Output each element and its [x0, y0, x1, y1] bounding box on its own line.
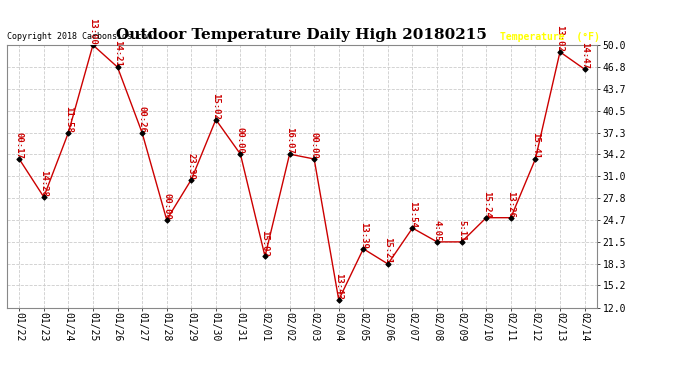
Text: 14:28: 14:28	[39, 170, 48, 197]
Text: 13:43: 13:43	[334, 273, 343, 300]
Text: 16:07: 16:07	[285, 127, 294, 154]
Text: 15:02: 15:02	[261, 230, 270, 256]
Text: 23:39: 23:39	[187, 153, 196, 180]
Point	[235, 151, 246, 157]
Point	[63, 130, 74, 136]
Point	[530, 156, 541, 162]
Point	[186, 177, 197, 183]
Point	[505, 215, 516, 221]
Text: 4:05: 4:05	[433, 220, 442, 242]
Text: 00:00: 00:00	[236, 127, 245, 154]
Point	[161, 217, 172, 223]
Text: 13:02: 13:02	[555, 25, 564, 52]
Point	[88, 42, 99, 48]
Text: 00:26: 00:26	[137, 106, 146, 133]
Point	[481, 215, 492, 221]
Text: 13:26: 13:26	[506, 191, 515, 218]
Title: Outdoor Temperature Daily High 20180215: Outdoor Temperature Daily High 20180215	[117, 28, 487, 42]
Text: 15:41: 15:41	[531, 132, 540, 159]
Point	[14, 156, 25, 162]
Text: 15:24: 15:24	[482, 191, 491, 218]
Point	[456, 239, 467, 245]
Point	[38, 194, 49, 200]
Point	[579, 66, 590, 72]
Text: 15:21: 15:21	[384, 237, 393, 264]
Point	[137, 130, 148, 136]
Text: 13:54: 13:54	[408, 201, 417, 228]
Point	[308, 156, 319, 162]
Point	[259, 254, 270, 260]
Point	[333, 297, 344, 303]
Text: Temperature  (°F): Temperature (°F)	[500, 32, 600, 42]
Point	[407, 225, 418, 231]
Text: 00:00: 00:00	[310, 132, 319, 159]
Text: 5:11: 5:11	[457, 220, 466, 242]
Point	[358, 246, 369, 252]
Text: Copyright 2018 Carbonsios.com: Copyright 2018 Carbonsios.com	[7, 32, 152, 41]
Point	[431, 239, 442, 245]
Text: 11:58: 11:58	[64, 106, 73, 133]
Text: 00:00: 00:00	[162, 193, 171, 220]
Text: 13:00: 13:00	[88, 18, 97, 45]
Point	[284, 151, 295, 157]
Point	[382, 261, 393, 267]
Point	[112, 64, 123, 70]
Point	[555, 49, 566, 55]
Point	[210, 117, 221, 123]
Text: 00:17: 00:17	[14, 132, 23, 159]
Text: 15:02: 15:02	[211, 93, 220, 120]
Text: 13:39: 13:39	[359, 222, 368, 249]
Text: 14:21: 14:21	[113, 40, 122, 67]
Text: 14:47: 14:47	[580, 42, 589, 69]
